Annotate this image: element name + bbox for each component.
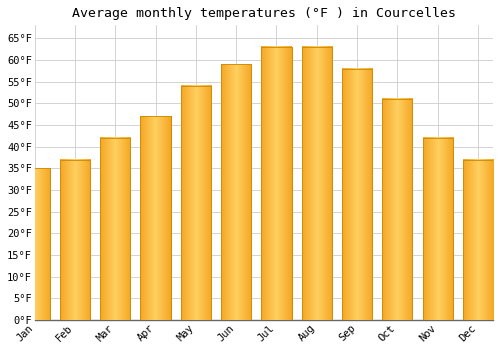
Bar — [382, 99, 412, 320]
Bar — [181, 86, 211, 320]
Bar — [221, 64, 252, 320]
Bar — [262, 47, 292, 320]
Bar — [100, 138, 130, 320]
Bar — [382, 99, 412, 320]
Bar — [20, 168, 50, 320]
Bar — [302, 47, 332, 320]
Bar — [60, 160, 90, 320]
Bar — [463, 160, 493, 320]
Bar — [262, 47, 292, 320]
Bar — [342, 69, 372, 320]
Title: Average monthly temperatures (°F ) in Courcelles: Average monthly temperatures (°F ) in Co… — [72, 7, 456, 20]
Bar — [60, 160, 90, 320]
Bar — [221, 64, 252, 320]
Bar — [100, 138, 130, 320]
Bar — [463, 160, 493, 320]
Bar — [181, 86, 211, 320]
Bar — [342, 69, 372, 320]
Bar — [302, 47, 332, 320]
Bar — [422, 138, 453, 320]
Bar — [20, 168, 50, 320]
Bar — [140, 116, 170, 320]
Bar — [140, 116, 170, 320]
Bar — [422, 138, 453, 320]
